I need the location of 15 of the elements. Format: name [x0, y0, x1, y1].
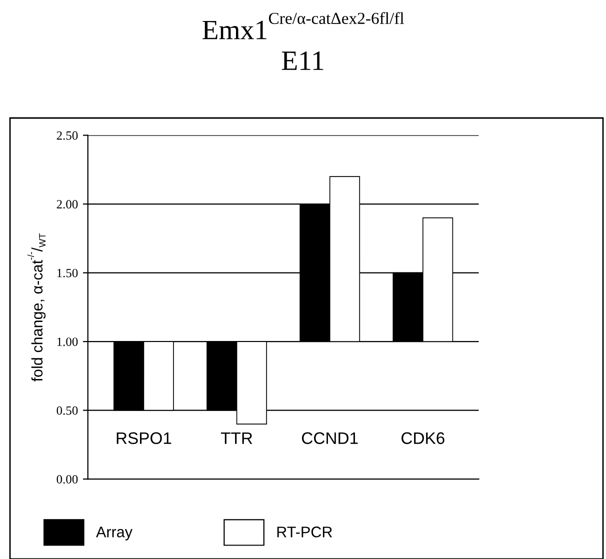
- chart-title: Emx1Cre/α-catΔex2-6fl/fl: [202, 12, 404, 40]
- y-tick-label: 1.00: [57, 338, 78, 346]
- y-tick-label: 0.50: [56, 406, 78, 415]
- y-tick-label: 1.50: [57, 268, 78, 278]
- x-tick-label: TTR: [220, 432, 252, 444]
- y-tick-label: 0.00: [56, 475, 78, 484]
- legend-label: RT-PCR: [277, 526, 332, 538]
- x-tick-label: CCND1: [302, 432, 358, 444]
- x-tick-label: CDK6: [402, 432, 444, 444]
- y-tick-label: 2.50: [56, 131, 78, 140]
- legend-label: Array: [96, 526, 132, 540]
- x-tick-label: RSPO1: [116, 432, 172, 444]
- chart-subtitle: E11: [282, 52, 324, 70]
- y-axis-title: fold change, α-cat-/-/WT: [27, 233, 46, 382]
- y-tick-label: 2.00: [56, 200, 78, 209]
